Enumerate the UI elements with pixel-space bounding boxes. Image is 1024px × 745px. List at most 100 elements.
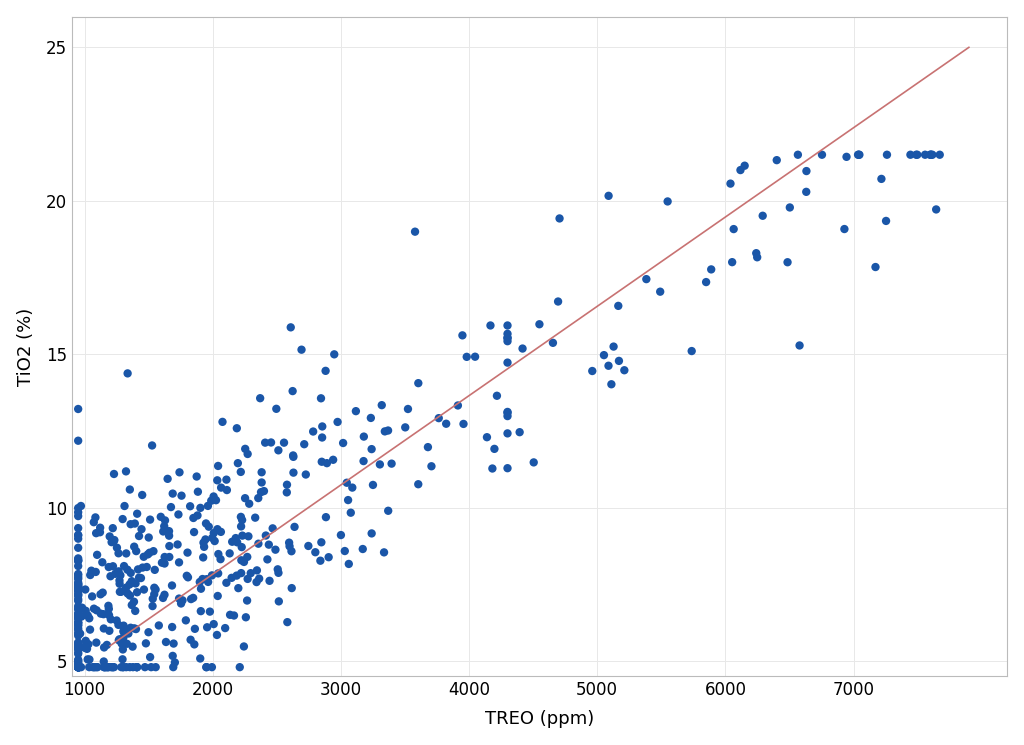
- Point: [171, 557, 187, 568]
- Point: [88, 527, 104, 539]
- Point: [77, 642, 93, 654]
- Point: [92, 608, 109, 620]
- Point: [279, 486, 295, 498]
- Point: [137, 662, 154, 673]
- Point: [251, 573, 267, 585]
- Point: [525, 457, 542, 469]
- Point: [118, 548, 134, 559]
- Point: [94, 586, 111, 598]
- Point: [228, 570, 245, 582]
- Point: [199, 662, 215, 673]
- Point: [188, 471, 205, 483]
- Point: [206, 490, 222, 502]
- Point: [70, 643, 86, 655]
- Point: [70, 662, 86, 673]
- Point: [157, 557, 173, 569]
- Point: [878, 215, 894, 227]
- Point: [70, 657, 86, 669]
- Point: [249, 565, 265, 577]
- Point: [500, 332, 516, 344]
- Point: [173, 597, 189, 609]
- Point: [285, 385, 301, 397]
- Point: [146, 589, 163, 600]
- Point: [95, 623, 112, 635]
- Point: [339, 477, 355, 489]
- Point: [287, 521, 303, 533]
- Point: [725, 223, 741, 235]
- Point: [376, 546, 392, 558]
- Point: [779, 256, 796, 268]
- Point: [70, 533, 86, 545]
- Point: [70, 627, 86, 639]
- Point: [133, 523, 150, 535]
- Point: [77, 641, 93, 653]
- Point: [195, 573, 211, 585]
- Point: [193, 653, 209, 665]
- Point: [97, 662, 114, 673]
- Point: [103, 536, 120, 548]
- Point: [924, 149, 940, 161]
- Point: [102, 662, 119, 673]
- Point: [652, 286, 669, 298]
- Point: [70, 647, 86, 659]
- Point: [399, 403, 416, 415]
- Point: [80, 609, 96, 621]
- Point: [70, 510, 86, 522]
- Point: [70, 648, 86, 660]
- Point: [70, 616, 86, 628]
- Point: [104, 662, 121, 673]
- Point: [70, 662, 86, 673]
- Point: [70, 662, 86, 673]
- Point: [514, 343, 530, 355]
- Point: [174, 595, 190, 606]
- Point: [160, 473, 176, 485]
- Point: [101, 530, 118, 542]
- Point: [724, 256, 740, 268]
- Point: [500, 462, 516, 474]
- Point: [70, 656, 86, 668]
- Point: [102, 570, 119, 582]
- Point: [73, 662, 89, 673]
- Point: [131, 571, 147, 583]
- Point: [683, 345, 699, 357]
- Point: [296, 438, 312, 450]
- Point: [781, 201, 798, 213]
- Point: [128, 623, 144, 635]
- Point: [467, 351, 483, 363]
- Point: [70, 662, 86, 673]
- Point: [362, 412, 379, 424]
- Point: [219, 484, 236, 496]
- Point: [659, 195, 676, 207]
- Point: [183, 593, 200, 605]
- Point: [193, 502, 209, 514]
- Point: [610, 355, 627, 367]
- Point: [500, 407, 516, 419]
- Point: [92, 522, 109, 533]
- Point: [122, 662, 138, 673]
- Point: [282, 540, 298, 552]
- Point: [112, 574, 128, 586]
- Point: [488, 390, 505, 402]
- Point: [234, 530, 251, 542]
- Point: [268, 403, 285, 415]
- Point: [70, 589, 86, 600]
- Point: [285, 449, 301, 461]
- Point: [256, 485, 272, 497]
- Point: [314, 431, 331, 443]
- Point: [70, 595, 86, 606]
- Point: [100, 662, 117, 673]
- Point: [170, 509, 186, 521]
- Point: [286, 466, 302, 478]
- Point: [98, 639, 115, 651]
- Point: [106, 534, 123, 546]
- Point: [261, 575, 278, 587]
- Point: [70, 577, 86, 589]
- Point: [209, 523, 225, 535]
- Point: [151, 620, 167, 632]
- Point: [70, 578, 86, 590]
- Point: [186, 526, 203, 538]
- Point: [380, 505, 396, 517]
- Point: [129, 662, 145, 673]
- Point: [70, 612, 86, 624]
- Point: [70, 555, 86, 567]
